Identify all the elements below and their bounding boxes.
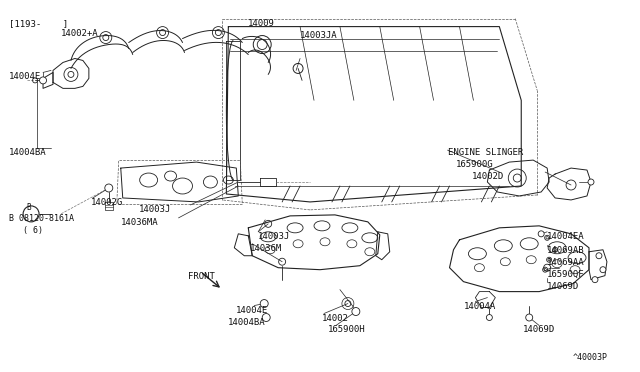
Text: 14069D: 14069D <box>524 326 556 334</box>
Circle shape <box>588 179 594 185</box>
Text: ENGINE SLINGER: ENGINE SLINGER <box>447 148 523 157</box>
Text: 14069AB: 14069AB <box>547 246 585 255</box>
Text: [1193-    ]: [1193- ] <box>9 19 68 28</box>
Text: ( 6): ( 6) <box>23 226 43 235</box>
Text: 14002+A: 14002+A <box>61 29 99 38</box>
Text: 165900H: 165900H <box>328 326 365 334</box>
Text: 14004EA: 14004EA <box>547 232 585 241</box>
Text: 14003J: 14003J <box>139 205 171 214</box>
Text: 14002: 14002 <box>322 314 349 323</box>
Circle shape <box>592 277 598 283</box>
Circle shape <box>40 77 47 84</box>
Text: 16590QF: 16590QF <box>547 270 585 279</box>
Text: 14003J: 14003J <box>258 232 291 241</box>
Text: 14036MA: 14036MA <box>121 218 158 227</box>
Circle shape <box>105 184 113 192</box>
Text: 14069AA: 14069AA <box>547 258 585 267</box>
Circle shape <box>486 314 492 321</box>
Circle shape <box>538 231 544 237</box>
Text: ^40003P: ^40003P <box>573 353 608 362</box>
Text: B: B <box>27 203 31 212</box>
Text: 14069D: 14069D <box>547 282 579 291</box>
Circle shape <box>525 314 532 321</box>
Circle shape <box>260 299 268 308</box>
Circle shape <box>262 314 270 321</box>
Text: 14004BA: 14004BA <box>9 148 47 157</box>
Circle shape <box>600 267 606 273</box>
Text: B 08120-8161A: B 08120-8161A <box>9 214 74 223</box>
Text: FRONT: FRONT <box>189 272 216 281</box>
Circle shape <box>352 308 360 315</box>
Text: 14004BA: 14004BA <box>228 318 266 327</box>
Text: 165900G: 165900G <box>456 160 493 169</box>
Text: 14004A: 14004A <box>463 302 496 311</box>
Text: 14009: 14009 <box>248 19 275 28</box>
Text: 14003JA: 14003JA <box>300 31 338 39</box>
Text: 14002D: 14002D <box>472 172 504 181</box>
Circle shape <box>596 253 602 259</box>
Text: 14002G: 14002G <box>91 198 123 207</box>
Text: 14036M: 14036M <box>250 244 282 253</box>
Text: 14004E: 14004E <box>236 305 269 315</box>
Text: 14004E: 14004E <box>9 73 42 81</box>
